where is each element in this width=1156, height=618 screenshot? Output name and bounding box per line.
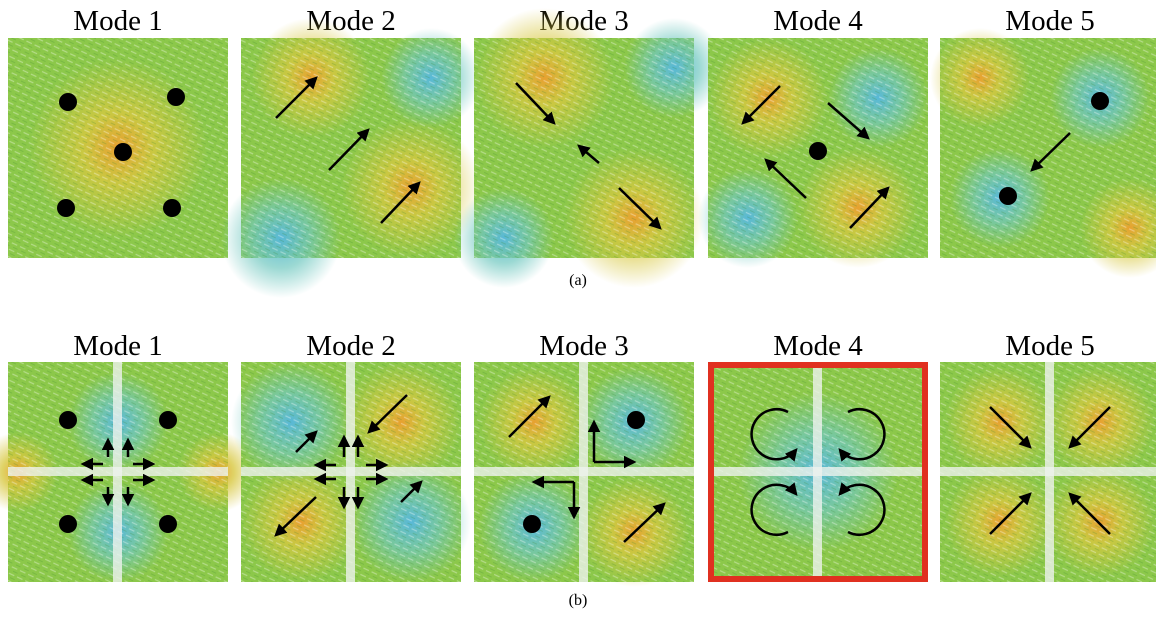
field-texture — [940, 38, 1156, 258]
arrow — [1068, 492, 1111, 535]
vector-field-panel — [454, 8, 724, 288]
dot — [59, 93, 77, 111]
arrow — [764, 158, 807, 199]
cross-gap — [940, 467, 1156, 476]
cross-gap — [708, 467, 928, 476]
arrow — [275, 76, 318, 119]
panel-title: Mode 1 — [73, 5, 162, 37]
dot — [809, 142, 827, 160]
curved-arrow — [838, 407, 886, 462]
vector-field-panel — [940, 362, 1156, 582]
arrow — [1030, 132, 1071, 172]
arrow — [577, 144, 600, 164]
border-red — [708, 362, 928, 582]
vector-field-panel — [231, 362, 471, 582]
panel-title: Mode 4 — [773, 5, 863, 37]
subfigure-label: (a) — [569, 272, 587, 289]
vector-field-panel — [8, 38, 228, 258]
vector-field-panel — [708, 362, 928, 582]
arrow — [295, 430, 318, 453]
arrow — [618, 187, 662, 230]
arrow — [989, 492, 1032, 535]
dot — [57, 199, 75, 217]
arrow — [508, 395, 551, 438]
arrow — [849, 186, 890, 229]
vector-field-panel — [930, 28, 1156, 278]
dot — [1091, 92, 1109, 110]
panel-title: Mode 1 — [73, 330, 162, 362]
cross-gap — [8, 467, 228, 476]
arrow — [367, 394, 408, 434]
dot — [159, 515, 177, 533]
vector-field-panel — [221, 18, 481, 298]
arrow — [989, 406, 1032, 449]
subfigure-label: (b) — [569, 592, 588, 609]
dot — [59, 515, 77, 533]
panel-title: Mode 2 — [306, 330, 395, 362]
arrow — [380, 181, 421, 224]
dot — [159, 411, 177, 429]
dot — [999, 187, 1017, 205]
dot — [114, 143, 132, 161]
dot — [627, 411, 645, 429]
vector-field-panel — [0, 362, 258, 582]
cross-gap — [241, 467, 461, 476]
panel-title: Mode 3 — [539, 330, 628, 362]
dot — [163, 199, 181, 217]
dot — [523, 515, 541, 533]
panel-title: Mode 5 — [1005, 330, 1094, 362]
curved-arrow — [750, 482, 798, 537]
arrow — [1068, 406, 1111, 449]
arrow — [623, 502, 666, 543]
cross-gap — [474, 467, 694, 476]
vector-field-panel — [698, 38, 928, 268]
panel-title: Mode 5 — [1005, 5, 1094, 37]
arrow — [741, 85, 781, 125]
arrow — [400, 480, 423, 503]
arrow — [328, 128, 370, 171]
arrow — [827, 102, 870, 140]
field-texture — [474, 38, 694, 258]
curved-arrow — [838, 482, 886, 537]
dot — [59, 411, 77, 429]
arrow — [515, 82, 556, 125]
panel-title: Mode 4 — [773, 330, 863, 362]
curved-arrow — [750, 407, 798, 462]
arrow — [274, 496, 317, 537]
dot — [167, 88, 185, 106]
vector-field-panel — [474, 362, 694, 587]
